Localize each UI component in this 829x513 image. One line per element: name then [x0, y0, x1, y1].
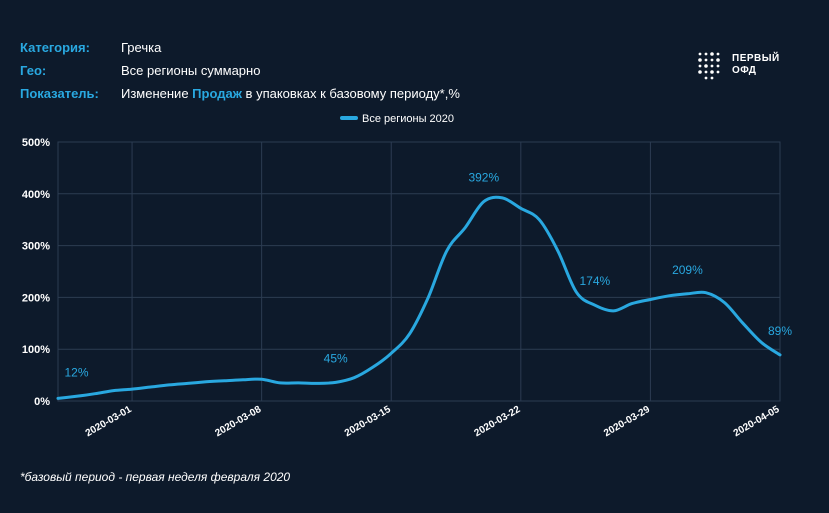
data-label: 45%: [324, 351, 348, 365]
y-tick-label: 200%: [22, 292, 50, 304]
logo-dots-icon: [698, 52, 720, 80]
y-tick-label: 500%: [22, 137, 50, 149]
data-label: 174%: [580, 274, 611, 288]
series-line: [56, 195, 782, 400]
category-row: Категория: Гречка: [20, 36, 460, 59]
logo-line-1: ПЕРВЫЙ: [732, 53, 780, 64]
data-label: 12%: [64, 365, 88, 379]
x-tick-label: 2020-03-22: [473, 404, 523, 439]
category-value: Гречка: [121, 40, 162, 55]
data-label: 209%: [672, 263, 703, 277]
x-tick-label: 2020-04-05: [732, 404, 782, 439]
geo-label: Гео:: [20, 63, 47, 78]
logo-line-2: ОФД: [732, 65, 757, 76]
geo-row: Гео: Все регионы суммарно: [20, 59, 460, 82]
data-label: 89%: [768, 324, 792, 338]
metric-value: Изменение Продаж в упаковках к базовому …: [121, 86, 460, 101]
geo-value: Все регионы суммарно: [121, 63, 261, 78]
x-tick-label: 2020-03-29: [602, 404, 652, 439]
x-tick-label: 2020-03-08: [213, 404, 263, 439]
x-tick-label: 2020-03-15: [343, 404, 393, 439]
category-label: Категория:: [20, 40, 90, 55]
y-tick-label: 100%: [22, 344, 50, 356]
x-tick-label: 2020-03-01: [84, 404, 134, 439]
metric-label: Показатель:: [20, 86, 99, 101]
metric-row: Показатель: Изменение Продаж в упаковках…: [20, 82, 460, 105]
data-label: 392%: [468, 171, 499, 185]
metric-value-before: Изменение: [121, 86, 193, 101]
chart-meta: Категория: Гречка Гео: Все регионы сумма…: [20, 36, 460, 105]
logo-text: ПЕРВЫЙ ОФД: [732, 53, 780, 77]
metric-value-accent: Продаж: [192, 86, 242, 101]
y-tick-label: 0%: [34, 396, 50, 408]
metric-value-after: в упаковках к базовому периоду*,%: [241, 86, 460, 101]
y-tick-label: 300%: [22, 241, 50, 253]
brand-logo: ПЕРВЫЙ ОФД: [696, 50, 780, 80]
y-tick-label: 400%: [22, 189, 50, 201]
footnote: *базовый период - первая неделя февраля …: [20, 470, 291, 484]
legend-label: Все регионы 2020: [362, 113, 454, 125]
